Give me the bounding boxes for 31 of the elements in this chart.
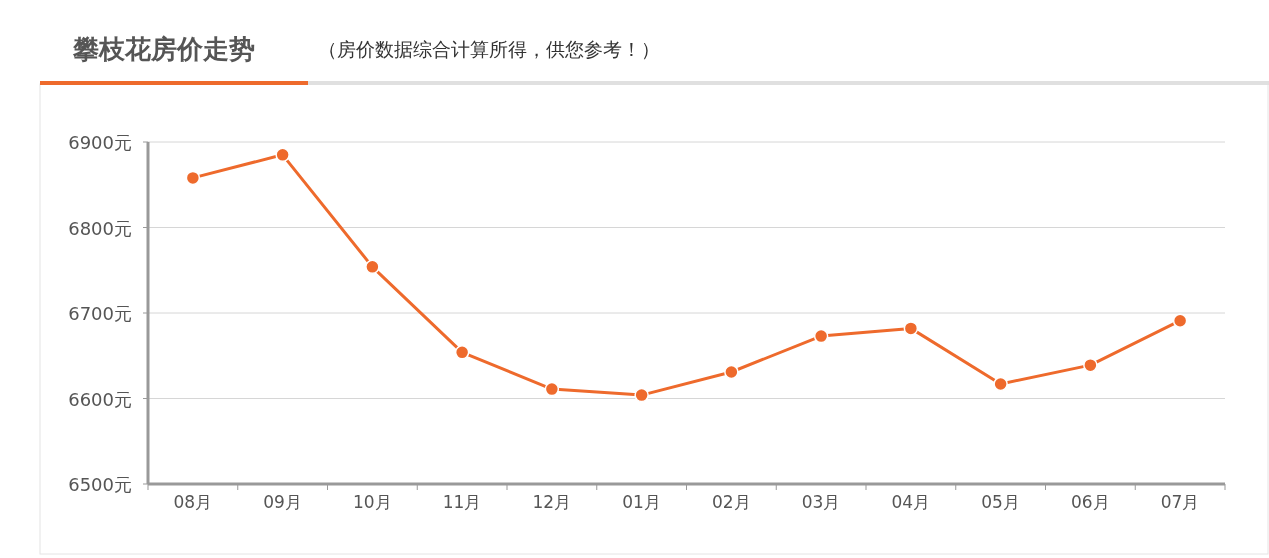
- x-tick-label: 01月: [622, 492, 661, 512]
- x-tick-label: 02月: [712, 492, 751, 512]
- point: [634, 387, 649, 403]
- y-tick-label: 6700元: [68, 303, 132, 324]
- point: [813, 328, 829, 344]
- y-tick-label: 6800元: [68, 217, 132, 239]
- x-tick-label: 09月: [263, 492, 302, 512]
- point: [724, 364, 739, 380]
- point: [1172, 313, 1188, 328]
- point: [185, 170, 201, 186]
- x-tick-label: 11月: [442, 492, 482, 512]
- x-tick-label: 08月: [173, 492, 213, 512]
- x-tick-label: 07月: [1160, 492, 1200, 512]
- x-tick-label: 10月: [353, 492, 392, 512]
- x-tick-label: 03月: [801, 492, 841, 512]
- x-tick-label: 04月: [891, 492, 931, 512]
- y-tick-label: 6900元: [68, 132, 132, 153]
- point: [544, 381, 560, 397]
- point: [275, 147, 290, 163]
- point: [365, 259, 380, 275]
- x-tick-label: 06月: [1071, 492, 1110, 512]
- point: [993, 376, 1008, 392]
- point: [903, 321, 919, 336]
- y-tick-label: 6600元: [68, 388, 132, 410]
- chart-subtitle: （房价数据综合计算所得，供您参考！）: [318, 38, 660, 60]
- point: [454, 345, 470, 360]
- x-tick-label: 05月: [981, 492, 1020, 512]
- x-tick-label: 12月: [532, 492, 572, 512]
- point: [1083, 357, 1098, 373]
- chart-title: 攀枝花房价走势: [72, 34, 255, 64]
- y-tick-label: 6500元: [68, 474, 132, 495]
